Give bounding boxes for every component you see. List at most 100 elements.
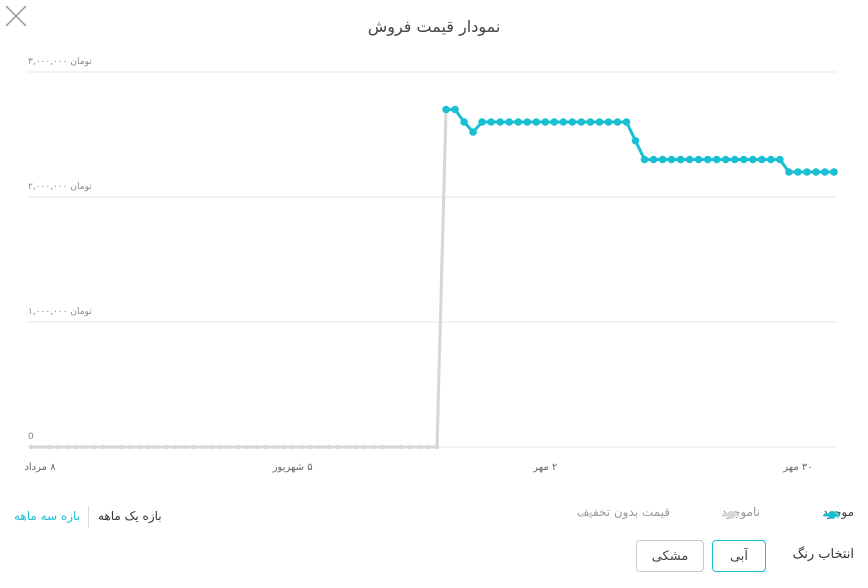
data-point <box>46 444 52 450</box>
data-point <box>541 118 550 126</box>
data-point <box>748 155 757 164</box>
close-button[interactable] <box>5 5 27 27</box>
data-point <box>371 444 377 450</box>
data-point <box>353 444 359 450</box>
data-point <box>830 168 838 176</box>
divider <box>88 506 89 528</box>
x-tick-label: ۵ شهریور <box>272 462 313 473</box>
x-tick-label: ۲ مهر <box>532 462 557 473</box>
data-point <box>425 444 431 450</box>
data-point <box>487 118 495 126</box>
y-tick-label: 0 <box>28 432 34 442</box>
data-point <box>245 444 250 450</box>
data-point <box>451 105 459 114</box>
data-point <box>649 155 658 164</box>
data-point <box>37 444 43 450</box>
data-point <box>200 444 205 450</box>
color-option[interactable]: مشکی <box>636 540 704 572</box>
data-point <box>785 168 793 176</box>
data-point <box>182 444 187 450</box>
data-point <box>613 118 622 126</box>
chart-title: نمودار قیمت فروش <box>368 17 501 37</box>
data-point <box>218 444 223 450</box>
legend-dot <box>727 511 736 519</box>
data-point <box>290 444 295 450</box>
data-point <box>676 155 685 164</box>
data-point <box>794 168 802 176</box>
data-point <box>173 444 178 450</box>
legend-dot <box>587 513 592 517</box>
legend-label: قیمت بدون تخفیف <box>576 505 670 519</box>
data-point <box>100 444 106 450</box>
data-point <box>577 118 586 126</box>
legend-item: موجود <box>822 505 854 519</box>
data-point <box>622 118 631 126</box>
data-point <box>550 118 559 126</box>
data-point <box>812 168 820 176</box>
data-point <box>559 118 568 126</box>
data-point <box>281 444 286 450</box>
data-point <box>532 118 541 126</box>
data-point <box>407 444 413 450</box>
data-point <box>308 444 313 450</box>
data-point <box>595 118 604 126</box>
data-point <box>398 444 404 450</box>
y-tick-label: ۳,۰۰۰,۰۰۰ تومان <box>28 57 92 67</box>
data-point <box>389 444 395 450</box>
range-one-month[interactable]: بازه یک ماهه <box>98 509 162 523</box>
color-option[interactable]: آبی <box>712 540 766 572</box>
range-three-month[interactable]: بازه سه ماهه <box>14 509 81 523</box>
data-point <box>434 444 440 450</box>
data-point <box>739 155 748 164</box>
color-picker-label: انتخاب رنگ <box>792 547 854 562</box>
data-point <box>505 118 513 126</box>
data-point <box>254 444 259 450</box>
legend-icon <box>723 511 740 519</box>
data-point <box>478 118 486 126</box>
data-point <box>758 155 766 164</box>
legend-dot <box>828 511 837 519</box>
data-point <box>803 168 811 176</box>
data-point <box>191 444 196 450</box>
data-point <box>658 155 667 164</box>
data-point <box>119 444 124 450</box>
data-point <box>416 444 422 450</box>
data-point <box>380 444 386 450</box>
data-point <box>640 155 649 164</box>
legend-item: قیمت بدون تخفیف <box>577 505 670 519</box>
data-point <box>137 444 142 450</box>
data-point <box>469 128 477 136</box>
data-point <box>362 444 368 450</box>
data-point <box>335 444 340 450</box>
data-point <box>326 444 331 450</box>
data-point <box>299 444 304 450</box>
data-point <box>209 444 214 450</box>
data-point <box>514 118 523 126</box>
data-point <box>776 155 784 164</box>
data-point <box>604 118 613 126</box>
data-point <box>685 155 694 164</box>
data-point <box>236 444 241 450</box>
legend-item: ناموجود <box>721 505 760 519</box>
legend-icon <box>824 511 841 519</box>
data-point <box>82 444 88 450</box>
data-point <box>164 444 169 450</box>
data-point <box>73 444 79 450</box>
data-point <box>317 444 322 450</box>
x-tick-label: ۳۰ مهر <box>782 462 812 473</box>
legend-dot <box>580 513 585 517</box>
data-point <box>767 155 775 164</box>
data-point <box>155 444 160 450</box>
data-point <box>712 155 721 164</box>
data-point <box>442 105 450 114</box>
data-point <box>821 168 829 176</box>
data-point <box>128 444 133 450</box>
data-point <box>64 444 70 450</box>
data-point <box>55 444 61 450</box>
data-point <box>631 136 640 145</box>
data-point <box>344 444 349 450</box>
chart: نمودار قیمت فروش 0 ۱,۰۰۰,۰۰۰ تومان ۲,۰۰۰,۰… <box>5 5 838 473</box>
close-icon <box>5 5 27 27</box>
data-point <box>730 155 739 164</box>
data-point <box>694 155 703 164</box>
